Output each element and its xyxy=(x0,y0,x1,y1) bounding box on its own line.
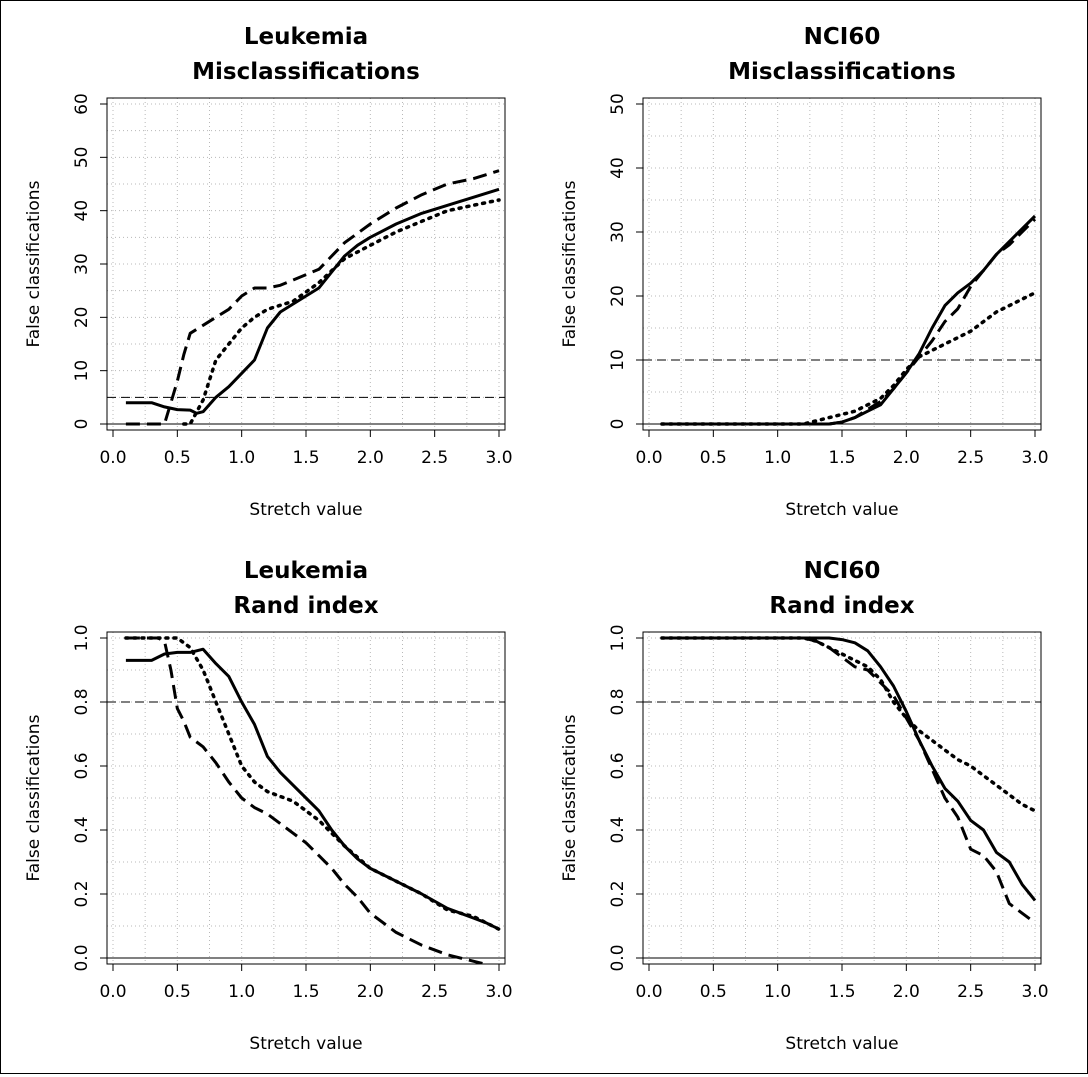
y-tick-label: 0.6 xyxy=(72,752,92,779)
panel-title: Rand index xyxy=(769,593,914,619)
y-tick-label: 0 xyxy=(608,419,628,430)
y-tick-label: 50 xyxy=(72,147,92,169)
x-tick-label: 3.0 xyxy=(1021,448,1048,468)
panel-title: NCI60 xyxy=(804,558,881,584)
x-tick-label: 0.5 xyxy=(164,448,191,468)
x-tick-label: 1.5 xyxy=(292,982,319,1002)
y-axis-label: False classifications xyxy=(560,180,580,347)
y-tick-label: 50 xyxy=(608,93,628,115)
y-tick-label: 20 xyxy=(608,285,628,307)
y-tick-label: 0.2 xyxy=(72,880,92,907)
y-tick-label: 40 xyxy=(608,157,628,179)
x-tick-label: 2.0 xyxy=(357,982,384,1002)
x-tick-label: 2.5 xyxy=(421,982,448,1002)
x-axis-label: Stretch value xyxy=(249,500,362,520)
x-tick-label: 1.0 xyxy=(764,982,791,1002)
x-tick-label: 1.5 xyxy=(292,448,319,468)
panel-leukemia-misclass: 0.0 0.5 1.0 1.5 2.0 2.5 3.0 0 10 20 30 40 50 60 Stretc… xyxy=(24,24,513,520)
x-tick-label: 0.0 xyxy=(99,448,126,468)
x-tick-label: 1.0 xyxy=(228,982,255,1002)
panel-title: Misclassifications xyxy=(728,59,956,85)
series-line-solid xyxy=(661,636,1037,902)
x-tick-label: 3.0 xyxy=(485,448,512,468)
x-tick-label: 3.0 xyxy=(485,982,512,1002)
y-tick-label: 0.0 xyxy=(608,944,628,971)
panel-nci60-misclass: 0.0 0.5 1.0 1.5 2.0 2.5 3.0 0 10 20 30 40 50 Stretch … xyxy=(560,24,1049,520)
x-tick-label: 0.0 xyxy=(635,982,662,1002)
series-line-dotted xyxy=(660,636,1037,813)
panel-title: Misclassifications xyxy=(192,59,420,85)
y-tick-label: 0.8 xyxy=(608,688,628,715)
y-tick-label: 0.0 xyxy=(72,944,92,971)
x-tick-label: 3.0 xyxy=(1021,982,1048,1002)
series-line-dashed xyxy=(661,636,1036,925)
y-tick-label: 10 xyxy=(72,360,92,382)
series-line-solid xyxy=(661,214,1037,426)
y-tick-label: 0.2 xyxy=(608,880,628,907)
panel-leukemia-rand: 0.0 0.5 1.0 1.5 2.0 2.5 3.0 0.0 0.2 0.4 0.6 0.8 1.0 S… xyxy=(24,558,513,1054)
y-tick-label: 20 xyxy=(72,307,92,329)
y-tick-label: 0.4 xyxy=(72,816,92,843)
x-axis-label: Stretch value xyxy=(785,500,898,520)
series-line-dotted xyxy=(124,636,501,931)
x-tick-label: 2.0 xyxy=(357,448,384,468)
x-axis-label: Stretch value xyxy=(785,1034,898,1054)
series-line-dotted xyxy=(182,198,501,426)
x-tick-label: 2.5 xyxy=(421,448,448,468)
plot-frame xyxy=(642,97,1042,431)
x-tick-label: 0.5 xyxy=(700,982,727,1002)
x-tick-label: 0.0 xyxy=(635,448,662,468)
x-tick-label: 2.5 xyxy=(957,448,984,468)
y-tick-label: 0.4 xyxy=(608,816,628,843)
y-tick-label: 40 xyxy=(72,200,92,222)
y-tick-label: 60 xyxy=(72,93,92,115)
series-line-solid xyxy=(125,187,500,415)
x-tick-label: 0.0 xyxy=(99,982,126,1002)
x-tick-label: 1.5 xyxy=(828,448,855,468)
x-axis-label: Stretch value xyxy=(249,1034,362,1054)
y-axis-label: False classifications xyxy=(560,714,580,881)
y-tick-label: 1.0 xyxy=(72,624,92,651)
x-tick-label: 1.0 xyxy=(764,448,791,468)
x-tick-label: 0.5 xyxy=(700,448,727,468)
series-line-dashed xyxy=(125,169,500,426)
y-tick-label: 1.0 xyxy=(608,624,628,651)
y-tick-label: 30 xyxy=(72,253,92,275)
x-tick-label: 2.5 xyxy=(957,982,984,1002)
x-tick-label: 1.5 xyxy=(828,982,855,1002)
y-tick-label: 0.6 xyxy=(608,752,628,779)
panel-title: Leukemia xyxy=(244,558,368,584)
y-tick-label: 0.8 xyxy=(72,688,92,715)
plot-frame xyxy=(106,97,506,431)
y-axis-label: False classifications xyxy=(24,714,44,881)
series-line-dotted xyxy=(660,291,1037,426)
series-line-dashed xyxy=(661,218,1037,426)
series-line-solid xyxy=(125,647,500,931)
x-tick-label: 2.0 xyxy=(893,982,920,1002)
panel-title: Leukemia xyxy=(244,24,368,50)
x-tick-label: 2.0 xyxy=(893,448,920,468)
panel-title: NCI60 xyxy=(804,24,881,50)
y-axis-label: False classifications xyxy=(24,180,44,347)
x-tick-label: 0.5 xyxy=(164,982,191,1002)
y-tick-label: 10 xyxy=(608,349,628,371)
y-tick-label: 0 xyxy=(72,419,92,430)
panel-title: Rand index xyxy=(233,593,378,619)
x-tick-label: 1.0 xyxy=(228,448,255,468)
panel-nci60-rand: 0.0 0.5 1.0 1.5 2.0 2.5 3.0 0.0 0.2 0.4 0.6 0.8 1.0 S… xyxy=(560,558,1049,1054)
plot-frame xyxy=(642,631,1042,965)
y-tick-label: 30 xyxy=(608,221,628,243)
series-line-dashed xyxy=(125,636,489,964)
